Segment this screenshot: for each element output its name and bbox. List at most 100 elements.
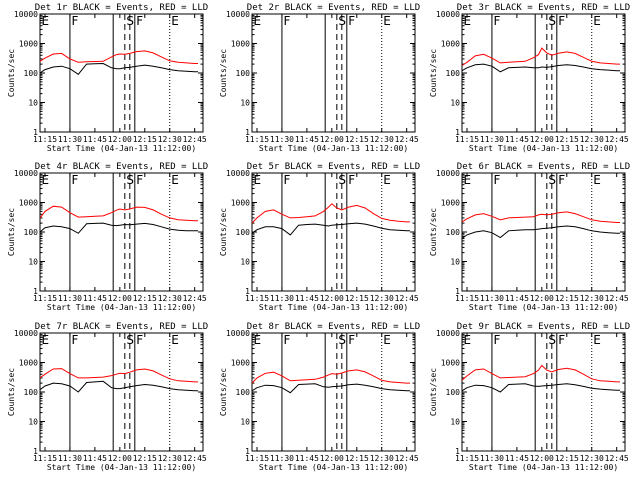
y-tick-label: 1	[455, 128, 460, 137]
x-tick-label: 12:00	[530, 454, 554, 463]
y-axis-label: Counts/sec	[429, 49, 438, 97]
panel-title: Det 2r BLACK = Events, RED = LLD	[247, 3, 420, 13]
y-tick-label: 10	[450, 418, 460, 427]
y-tick-label: 10	[450, 99, 460, 108]
x-tick-label: 12:00	[108, 135, 132, 144]
y-tick-label: 10	[450, 258, 460, 267]
plot-frame	[461, 13, 626, 133]
x-tick-label: 11:45	[83, 294, 107, 303]
y-axis-label: Counts/sec	[429, 368, 438, 416]
y-tick-label: 10000	[14, 169, 38, 178]
x-tick-label: 12:00	[320, 294, 344, 303]
x-axis-label: Start Time (04-Jan-13 11:12:00)	[469, 463, 618, 472]
x-tick-label: 12:30	[580, 454, 604, 463]
x-tick-label: 12:00	[108, 294, 132, 303]
series-line	[251, 203, 410, 224]
x-tick-label: 12:00	[320, 454, 344, 463]
x-tick-label: 12:15	[133, 454, 157, 463]
x-tick-label: 11:15	[245, 454, 269, 463]
x-tick-label: 12:00	[108, 454, 132, 463]
x-tick-label: 11:30	[270, 135, 294, 144]
y-tick-label: 1	[455, 447, 460, 456]
y-tick-label: 1	[245, 447, 250, 456]
x-tick-label: 12:00	[530, 294, 554, 303]
detector-panel: Det 5r BLACK = Events, RED = LLD 1 10 100 10…	[219, 162, 420, 312]
x-tick-label: 11:45	[295, 135, 319, 144]
x-tick-label: 11:15	[455, 454, 479, 463]
x-tick-label: 12:15	[345, 454, 369, 463]
detector-panel: Det 6r BLACK = Events, RED = LLD 1 10 100 10…	[429, 162, 630, 312]
y-tick-label: 1000	[19, 359, 38, 368]
y-tick-label: 10000	[226, 10, 250, 19]
x-tick-label: 12:15	[133, 135, 157, 144]
y-tick-label: 10	[28, 258, 38, 267]
series-line	[39, 205, 198, 222]
marker-label: F	[283, 333, 290, 347]
y-tick-label: 10000	[436, 329, 460, 338]
x-tick-label: 12:15	[555, 135, 579, 144]
y-tick-label: 1	[33, 128, 38, 137]
series-line	[39, 62, 198, 75]
x-tick-label: 12:30	[370, 294, 394, 303]
x-tick-label: 12:30	[580, 135, 604, 144]
marker-label: E	[593, 14, 601, 28]
x-tick-label: 12:45	[605, 454, 629, 463]
y-tick-label: 1	[245, 287, 250, 296]
x-tick-label: 12:45	[183, 135, 207, 144]
marker-label: E	[383, 333, 391, 347]
detector-panel: Det 7r BLACK = Events, RED = LLD 1 10 100 10…	[7, 322, 208, 472]
marker-label: F	[136, 14, 143, 28]
y-tick-label: 10	[240, 99, 250, 108]
x-tick-label: 11:15	[33, 135, 57, 144]
detector-panel: Det 3r BLACK = Events, RED = LLD 1 10 100 10…	[429, 3, 630, 153]
marker-label: F	[71, 333, 78, 347]
x-tick-label: 11:30	[58, 454, 82, 463]
y-tick-label: 1	[245, 128, 250, 137]
x-tick-label: 11:45	[295, 294, 319, 303]
y-tick-label: 10000	[14, 329, 38, 338]
marker-label: S	[338, 333, 346, 347]
marker-label: E	[383, 173, 391, 187]
marker-label: E	[464, 14, 472, 28]
series-line	[461, 211, 620, 223]
x-axis-label: Start Time (04-Jan-13 11:12:00)	[259, 463, 408, 472]
y-tick-label: 1000	[441, 199, 460, 208]
y-tick-label: 100	[236, 388, 251, 397]
y-axis-label: Counts/sec	[429, 208, 438, 256]
series-line	[461, 225, 620, 239]
marker-label: F	[348, 333, 355, 347]
marker-label: S	[548, 173, 556, 187]
y-tick-label: 100	[446, 69, 461, 78]
marker-label: F	[558, 173, 565, 187]
x-tick-label: 12:00	[530, 135, 554, 144]
series-line	[251, 222, 410, 236]
x-tick-label: 11:45	[505, 135, 529, 144]
marker-label: E	[593, 173, 601, 187]
y-axis-label: Counts/sec	[219, 208, 228, 256]
y-axis-label: Counts/sec	[7, 49, 16, 97]
x-tick-label: 11:45	[295, 454, 319, 463]
detector-panel: Det 9r BLACK = Events, RED = LLD 1 10 100 10…	[429, 322, 630, 472]
detector-panel: Det 1r BLACK = Events, RED = LLD 1 10 100 10…	[7, 3, 208, 153]
y-tick-label: 1000	[19, 199, 38, 208]
y-axis-label: Counts/sec	[219, 49, 228, 97]
y-tick-label: 100	[236, 228, 251, 237]
x-tick-label: 12:30	[158, 294, 182, 303]
detector-panel: Det 4r BLACK = Events, RED = LLD 1 10 100 10…	[7, 162, 208, 312]
panel-title: Det 9r BLACK = Events, RED = LLD	[457, 322, 630, 332]
marker-label: E	[383, 14, 391, 28]
marker-label: E	[42, 173, 50, 187]
marker-label: E	[254, 14, 262, 28]
marker-label: E	[464, 173, 472, 187]
plot-frame	[461, 332, 626, 452]
y-tick-label: 1	[33, 447, 38, 456]
detector-panel: Det 2r BLACK = Events, RED = LLD 1 10 100 10…	[219, 3, 420, 153]
x-axis-label: Start Time (04-Jan-13 11:12:00)	[47, 463, 196, 472]
y-tick-label: 1000	[441, 40, 460, 49]
x-tick-label: 11:45	[83, 135, 107, 144]
x-tick-label: 11:15	[245, 135, 269, 144]
x-axis-label: Start Time (04-Jan-13 11:12:00)	[259, 144, 408, 153]
x-tick-label: 11:15	[455, 135, 479, 144]
y-tick-label: 100	[24, 228, 39, 237]
